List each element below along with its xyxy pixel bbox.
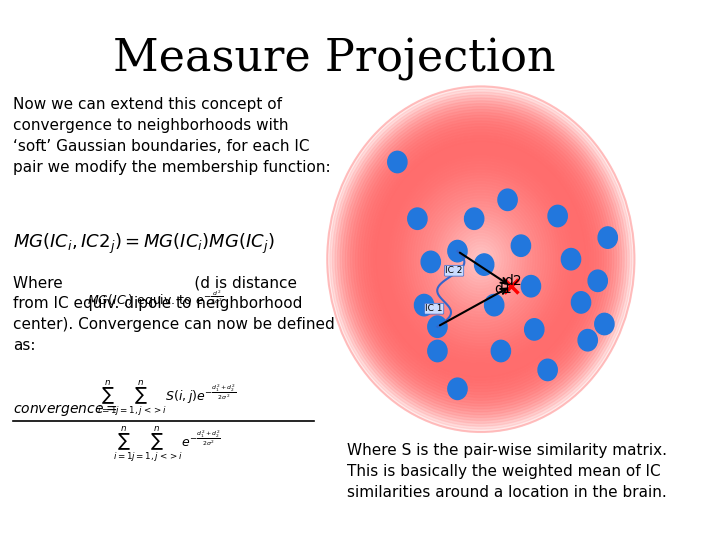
Ellipse shape bbox=[412, 181, 550, 337]
Ellipse shape bbox=[463, 239, 499, 279]
Text: Where                           (d is distance
from IC equiv. dipole to neighbor: Where (d is distance from IC equiv. dipo… bbox=[14, 275, 335, 353]
Ellipse shape bbox=[478, 256, 483, 262]
Ellipse shape bbox=[598, 227, 617, 248]
Ellipse shape bbox=[588, 270, 608, 292]
Ellipse shape bbox=[595, 313, 614, 335]
Ellipse shape bbox=[422, 193, 540, 326]
Text: $convergence=$: $convergence=$ bbox=[14, 402, 118, 418]
Ellipse shape bbox=[394, 161, 568, 357]
Text: IC 2: IC 2 bbox=[446, 266, 463, 275]
Ellipse shape bbox=[548, 205, 567, 227]
Ellipse shape bbox=[425, 196, 537, 322]
Ellipse shape bbox=[389, 156, 573, 363]
Ellipse shape bbox=[468, 245, 494, 274]
Ellipse shape bbox=[343, 104, 619, 415]
Ellipse shape bbox=[330, 89, 632, 429]
Ellipse shape bbox=[471, 248, 491, 271]
Ellipse shape bbox=[368, 132, 593, 386]
Ellipse shape bbox=[521, 275, 541, 297]
Ellipse shape bbox=[491, 340, 510, 362]
Ellipse shape bbox=[348, 110, 614, 409]
Ellipse shape bbox=[445, 219, 517, 300]
Ellipse shape bbox=[333, 92, 629, 426]
Ellipse shape bbox=[421, 251, 441, 273]
Ellipse shape bbox=[402, 170, 560, 348]
Ellipse shape bbox=[498, 189, 517, 211]
Ellipse shape bbox=[356, 118, 606, 400]
Text: d2: d2 bbox=[504, 274, 522, 288]
Ellipse shape bbox=[379, 144, 583, 374]
Text: $MG(IC_i, IC2_j) = MG(IC_i)MG(IC_j)$: $MG(IC_i, IC2_j) = MG(IC_i)MG(IC_j)$ bbox=[14, 232, 275, 256]
Ellipse shape bbox=[399, 167, 563, 352]
Ellipse shape bbox=[562, 248, 580, 270]
Ellipse shape bbox=[572, 292, 590, 313]
Ellipse shape bbox=[409, 179, 552, 340]
Ellipse shape bbox=[428, 316, 447, 338]
Text: Measure Projection: Measure Projection bbox=[112, 38, 555, 81]
Ellipse shape bbox=[578, 329, 598, 351]
Text: Now we can extend this concept of
convergence to neighborhoods with
‘soft’ Gauss: Now we can extend this concept of conver… bbox=[14, 97, 331, 175]
Text: Where S is the pair-wise similarity matrix.
This is basically the weighted mean : Where S is the pair-wise similarity matr… bbox=[347, 443, 667, 500]
Ellipse shape bbox=[466, 242, 496, 276]
Text: $MG(IC_i)$ equiv. to $e^{-\frac{d^2}{2\sigma^2}}$: $MG(IC_i)$ equiv. to $e^{-\frac{d^2}{2\s… bbox=[87, 289, 224, 310]
Ellipse shape bbox=[335, 95, 627, 423]
Ellipse shape bbox=[437, 210, 524, 308]
Ellipse shape bbox=[351, 112, 611, 406]
Ellipse shape bbox=[525, 319, 544, 340]
Ellipse shape bbox=[363, 127, 598, 392]
Text: $\sum_{i=1}^{n}\sum_{j=1,j<>i}^{n} S(i,j)e^{-\frac{d_1^2+d_2^2}{2\sigma^2}}$: $\sum_{i=1}^{n}\sum_{j=1,j<>i}^{n} S(i,j… bbox=[97, 379, 236, 418]
Ellipse shape bbox=[384, 150, 578, 369]
Ellipse shape bbox=[361, 124, 601, 395]
Ellipse shape bbox=[464, 208, 484, 230]
Ellipse shape bbox=[381, 147, 581, 372]
Ellipse shape bbox=[460, 236, 501, 282]
Ellipse shape bbox=[358, 121, 604, 397]
Ellipse shape bbox=[453, 227, 509, 291]
Ellipse shape bbox=[397, 164, 565, 354]
Ellipse shape bbox=[340, 101, 621, 417]
Ellipse shape bbox=[408, 208, 427, 230]
Text: IC 1: IC 1 bbox=[426, 304, 443, 313]
Ellipse shape bbox=[476, 253, 486, 265]
Ellipse shape bbox=[430, 201, 532, 317]
Ellipse shape bbox=[538, 359, 557, 381]
Ellipse shape bbox=[473, 251, 489, 268]
Ellipse shape bbox=[391, 158, 570, 360]
Ellipse shape bbox=[443, 216, 519, 302]
Ellipse shape bbox=[374, 138, 588, 380]
Ellipse shape bbox=[366, 130, 596, 389]
Ellipse shape bbox=[511, 235, 531, 256]
Ellipse shape bbox=[417, 187, 545, 331]
Ellipse shape bbox=[458, 233, 504, 285]
Ellipse shape bbox=[414, 184, 547, 334]
Ellipse shape bbox=[415, 294, 433, 316]
Ellipse shape bbox=[376, 141, 586, 377]
Ellipse shape bbox=[353, 115, 609, 403]
Ellipse shape bbox=[450, 225, 512, 294]
Ellipse shape bbox=[448, 240, 467, 262]
Ellipse shape bbox=[338, 98, 624, 421]
Ellipse shape bbox=[448, 378, 467, 400]
Ellipse shape bbox=[427, 199, 535, 320]
Ellipse shape bbox=[485, 294, 504, 316]
Ellipse shape bbox=[386, 153, 575, 366]
Ellipse shape bbox=[474, 254, 494, 275]
Ellipse shape bbox=[371, 136, 591, 383]
Ellipse shape bbox=[435, 207, 527, 311]
Text: $\sum_{i=1}^{n}\sum_{j=1,j<>i}^{n} e^{-\frac{d_1^2+d_2^2}{2\sigma^2}}$: $\sum_{i=1}^{n}\sum_{j=1,j<>i}^{n} e^{-\… bbox=[113, 424, 221, 463]
Ellipse shape bbox=[448, 222, 514, 296]
Ellipse shape bbox=[432, 205, 529, 314]
Text: d1: d1 bbox=[494, 282, 512, 296]
Ellipse shape bbox=[455, 231, 506, 288]
Ellipse shape bbox=[420, 190, 542, 328]
Ellipse shape bbox=[345, 106, 616, 412]
Ellipse shape bbox=[428, 340, 447, 362]
Ellipse shape bbox=[388, 151, 407, 173]
Ellipse shape bbox=[440, 213, 522, 305]
Ellipse shape bbox=[404, 173, 558, 346]
Ellipse shape bbox=[407, 176, 555, 343]
Ellipse shape bbox=[328, 86, 634, 432]
